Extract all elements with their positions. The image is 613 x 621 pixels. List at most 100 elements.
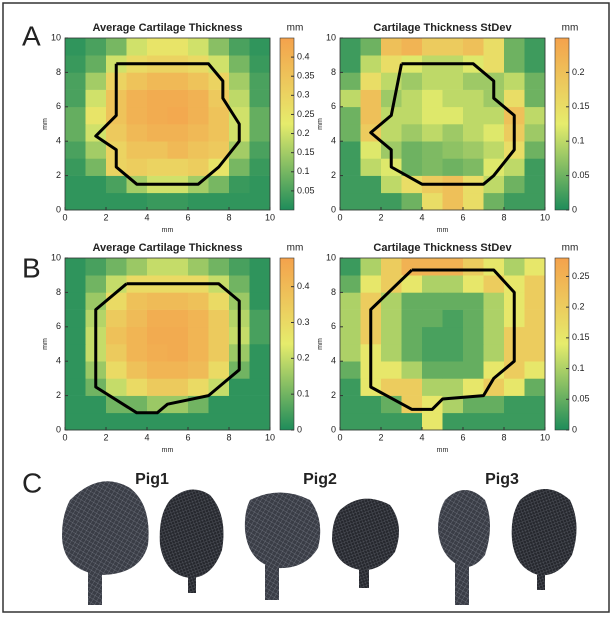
heatmap-cell	[340, 361, 361, 379]
heatmap-cell	[402, 413, 423, 431]
heatmap-cell	[127, 124, 148, 142]
heatmap-cell	[504, 396, 525, 414]
heatmap-cell	[127, 413, 148, 431]
heatmap-cell	[525, 292, 546, 310]
y-tick-label: 4	[56, 136, 61, 146]
heatmap-cell	[188, 378, 209, 396]
heatmap-cell	[361, 141, 382, 159]
y-tick-label: 2	[331, 170, 336, 180]
heatmap-cell	[229, 193, 250, 211]
x-tick-label: 2	[378, 432, 383, 442]
y-tick-label: 8	[56, 287, 61, 297]
heatmap-cell	[484, 344, 505, 362]
heatmap-cell	[340, 107, 361, 125]
heatmap-cell	[340, 176, 361, 194]
colorbar-tick-label: 0.3	[297, 90, 310, 100]
heatmap-cell	[340, 327, 361, 345]
heatmap-cell	[340, 310, 361, 328]
heatmap-cell	[443, 378, 464, 396]
heatmap-cell	[86, 141, 107, 159]
heatmap-cell	[250, 193, 271, 211]
heatmap-cell	[443, 141, 464, 159]
colorbar-tick-label: 0.3	[297, 317, 310, 327]
heatmap-cell	[209, 361, 230, 379]
heatmap-cell	[381, 327, 402, 345]
render-label: Pig3	[485, 471, 519, 488]
heatmap-cell	[106, 327, 127, 345]
colorbar-tick-label: 0.25	[572, 271, 590, 281]
figure: A B C Pig1 Pig2 Pig3 02468100246810mmmmA…	[0, 0, 613, 616]
colorbar-tick-label: 0.15	[572, 101, 590, 111]
chart-title: Cartilage Thickness StDev	[373, 242, 512, 254]
stem	[537, 575, 545, 590]
y-tick-label: 10	[51, 32, 61, 42]
heatmap-cell	[525, 72, 546, 90]
heatmap-cell	[106, 124, 127, 142]
heatmap-cell	[463, 72, 484, 90]
heatmap-cell	[250, 38, 271, 56]
x-tick-label: 10	[265, 432, 275, 442]
heatmap-cell	[86, 275, 107, 293]
colorbar-tick-label: 0.05	[572, 394, 590, 404]
y-axis-label: mm	[42, 338, 49, 350]
heatmap-cell	[525, 124, 546, 142]
heatmap-cell	[65, 344, 86, 362]
heatmap-cell	[525, 158, 546, 176]
heatmap-cell	[106, 292, 127, 310]
heatmap-cell	[209, 327, 230, 345]
heatmap-cell	[147, 361, 168, 379]
x-tick-label: 4	[419, 432, 424, 442]
render	[62, 481, 149, 575]
heatmap-cell	[147, 90, 168, 108]
heatmap-cell	[402, 378, 423, 396]
render	[332, 499, 399, 571]
y-tick-label: 10	[51, 252, 61, 262]
heatmap-cell	[147, 193, 168, 211]
heatmap-cell	[361, 158, 382, 176]
heatmap-cell	[229, 396, 250, 414]
heatmap-cell	[209, 38, 230, 56]
heatmap-cell	[443, 275, 464, 293]
chart-title: Average Cartilage Thickness	[93, 242, 243, 254]
heatmap-cell	[361, 396, 382, 414]
heatmap-cell	[127, 193, 148, 211]
render	[512, 489, 577, 575]
heatmap-cell	[127, 378, 148, 396]
render	[438, 490, 490, 567]
heatmap-cell	[250, 327, 271, 345]
heatmap-cell	[402, 361, 423, 379]
heatmap-cell	[484, 310, 505, 328]
colorbar-tick-label: 0.15	[297, 147, 315, 157]
heatmap-cell	[402, 310, 423, 328]
heatmap-cell	[422, 90, 443, 108]
colorbar-tick-label: 0	[572, 424, 577, 434]
heatmap-cell	[106, 378, 127, 396]
heatmap-cell	[188, 258, 209, 276]
colorbar-tick-label: 0.2	[572, 67, 585, 77]
heatmap-cell	[229, 158, 250, 176]
heatmap-cell	[443, 158, 464, 176]
colorbar	[555, 38, 569, 210]
x-tick-label: 10	[265, 212, 275, 222]
heatmap-cell	[484, 292, 505, 310]
heatmap-cell	[250, 396, 271, 414]
render	[160, 490, 224, 578]
heatmap-cell	[443, 310, 464, 328]
heatmap-cell	[422, 327, 443, 345]
y-tick-label: 0	[331, 424, 336, 434]
heatmap-cell	[504, 38, 525, 56]
heatmap-cell	[250, 55, 271, 72]
x-tick-label: 6	[460, 432, 465, 442]
heatmap-cell	[443, 344, 464, 362]
y-tick-label: 0	[56, 424, 61, 434]
heatmap-cell	[147, 124, 168, 142]
heatmap-cell	[463, 258, 484, 276]
colorbar-tick-label: 0.2	[297, 353, 310, 363]
x-tick-label: 0	[337, 212, 342, 222]
heatmap-cell	[106, 258, 127, 276]
heatmap-cell	[147, 258, 168, 276]
y-tick-label: 6	[56, 101, 61, 111]
x-tick-label: 10	[540, 212, 550, 222]
colorbar-tick-label: 0.4	[297, 51, 310, 61]
render	[245, 493, 320, 569]
